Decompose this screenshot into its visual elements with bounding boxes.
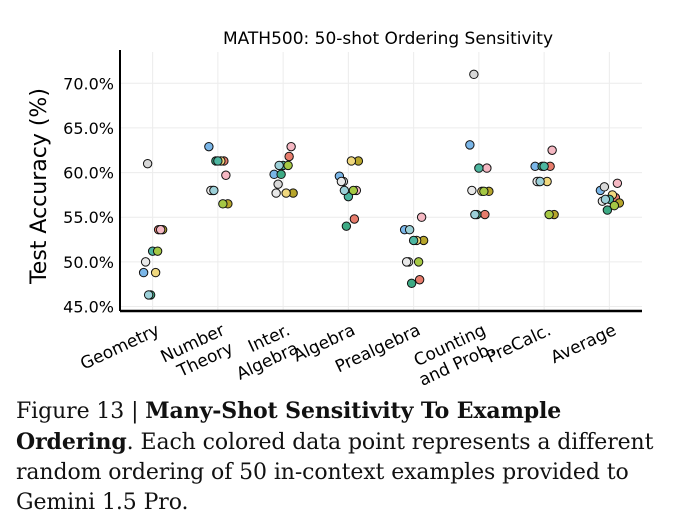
data-point xyxy=(274,160,284,171)
data-point xyxy=(349,214,360,224)
caption-title-end: . xyxy=(126,430,134,455)
data-point xyxy=(209,185,219,196)
data-point xyxy=(150,267,161,278)
data-point xyxy=(276,169,286,180)
data-point xyxy=(138,267,149,278)
data-point xyxy=(539,161,549,172)
x-tick-label: Average xyxy=(548,320,620,368)
data-point xyxy=(273,179,283,189)
data-point xyxy=(470,209,480,220)
data-point xyxy=(284,151,294,162)
data-point xyxy=(474,163,484,173)
chart-axes xyxy=(119,50,642,313)
data-point xyxy=(346,156,357,166)
data-point xyxy=(404,225,415,235)
data-point xyxy=(213,156,223,166)
data-point xyxy=(467,185,477,196)
data-point xyxy=(406,278,417,289)
y-tick-label: 45.0% xyxy=(63,298,114,317)
y-tick-label: 60.0% xyxy=(63,164,114,183)
y-axis-label: Test Accuracy (%) xyxy=(27,88,52,285)
data-point xyxy=(535,176,545,187)
y-tick-label: 65.0% xyxy=(63,119,114,138)
data-point xyxy=(612,178,623,188)
data-point xyxy=(152,246,163,256)
data-point xyxy=(479,186,489,197)
data-point xyxy=(414,275,425,285)
data-point xyxy=(480,209,490,220)
data-point xyxy=(283,160,293,171)
data-point xyxy=(600,194,611,205)
x-tick-label: Inter.Algebra xyxy=(225,320,302,384)
data-point xyxy=(336,176,347,187)
data-point xyxy=(469,69,479,80)
y-tick-label: 50.0% xyxy=(63,253,114,272)
data-point xyxy=(408,235,419,246)
data-point xyxy=(602,205,613,215)
data-point xyxy=(142,158,153,169)
data-point xyxy=(155,225,166,235)
x-tick-label: Geometry xyxy=(77,320,162,374)
caption-label: Figure 13 | xyxy=(16,399,146,424)
data-point xyxy=(609,200,620,211)
caption-title: Many-Shot Sensitivity To Example Orderin… xyxy=(16,398,562,455)
data-point xyxy=(281,188,291,198)
data-point xyxy=(140,257,151,267)
y-axis-ticks: 45.0% 50.0% 55.0% 60.0% 65.0% 70.0% xyxy=(63,74,114,316)
data-point xyxy=(221,170,231,180)
y-tick-label: 70.0% xyxy=(63,74,114,93)
data-point xyxy=(204,141,214,152)
data-point xyxy=(465,140,475,150)
data-point xyxy=(143,290,154,300)
chart-title: MATH500: 50-shot Ordering Sensitivity xyxy=(223,29,553,49)
data-point xyxy=(413,257,424,267)
data-point xyxy=(599,182,610,192)
data-point xyxy=(341,221,352,231)
data-point xyxy=(401,257,412,267)
data-points xyxy=(138,69,625,300)
data-point xyxy=(286,141,296,152)
chart-grid xyxy=(120,52,642,311)
data-point xyxy=(271,188,281,198)
x-tick-label: PreCalc. xyxy=(483,320,554,367)
data-point xyxy=(218,199,228,209)
data-point xyxy=(547,145,557,155)
figure-caption: Figure 13 | Many-Shot Sensitivity To Exa… xyxy=(16,396,676,518)
data-point xyxy=(482,163,492,173)
data-point xyxy=(416,212,427,222)
y-tick-label: 55.0% xyxy=(63,208,114,227)
x-tick-label: NumberTheory xyxy=(158,320,237,385)
x-tick-label: Countingand Prob. xyxy=(408,320,498,390)
data-point xyxy=(544,209,554,220)
chart: 45.0% 50.0% 55.0% 60.0% 65.0% 70.0% GeometryN… xyxy=(27,29,642,391)
data-point xyxy=(339,185,350,196)
data-point xyxy=(348,185,359,196)
